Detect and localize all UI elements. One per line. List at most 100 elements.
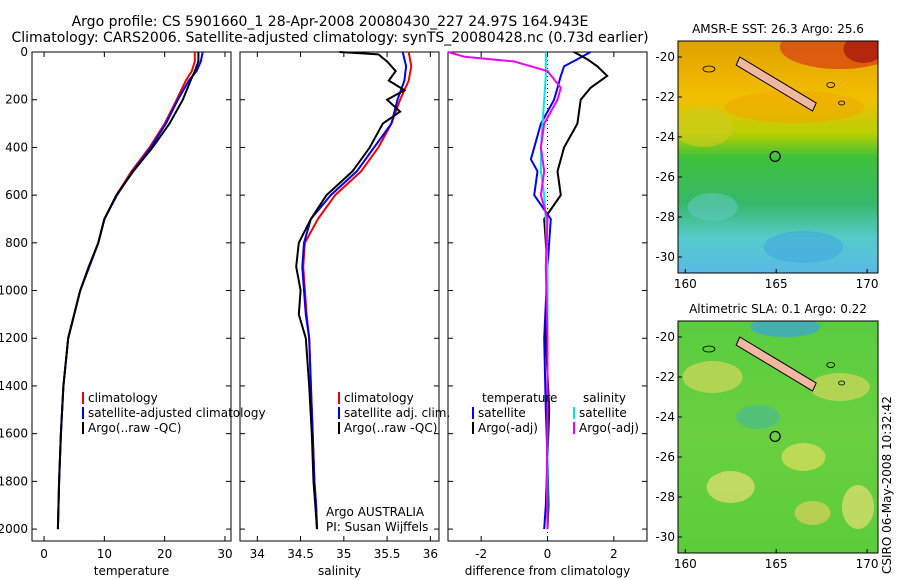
x-tick-label: -2 <box>475 547 487 561</box>
legend-swatch <box>338 422 340 434</box>
reef-outline <box>838 380 846 386</box>
series-line-argo-raw-qc- <box>56 52 200 530</box>
legend-entry-sal-argo: Argo(-adj) <box>579 421 639 435</box>
x-tick-label: 165 <box>765 277 788 291</box>
legend-entry-sal-sat: satellite <box>579 406 627 420</box>
figure-title-line2: Climatology: CARS2006. Satellite-adjuste… <box>11 30 649 46</box>
y-tick-label: -24 <box>655 410 675 424</box>
x-tick-label: 170 <box>856 557 879 571</box>
argo-float-marker <box>769 150 781 162</box>
legend-entry-1: satellite adj. clim. <box>344 406 450 420</box>
x-tick-label: 0 <box>544 547 552 561</box>
map-title: Altimetric SLA: 0.1 Argo: 0.22 <box>689 302 867 316</box>
map-field <box>678 321 878 553</box>
map-frame-4 <box>677 320 879 554</box>
map-field-patch <box>809 373 870 401</box>
map-field-patch <box>724 91 865 123</box>
x-tick-label: 35.5 <box>374 547 401 561</box>
series-line-argo-raw-qc- <box>295 51 407 530</box>
x-axis-label: difference from climatology <box>465 564 631 578</box>
x-tick-label: 160 <box>674 557 697 571</box>
x-tick-label: 165 <box>765 557 788 571</box>
y-tick-label: -26 <box>655 450 675 464</box>
series-line-argo-adj- <box>543 51 609 530</box>
legend-swatch <box>573 407 575 419</box>
x-tick-label: 35 <box>336 547 351 561</box>
reef-outline <box>702 345 716 353</box>
x-axis-label: salinity <box>318 564 361 578</box>
legend-entry-2: Argo(..raw -QC) <box>344 421 437 435</box>
map-field-patch <box>682 361 743 393</box>
legend-entry-0: climatology <box>344 391 414 405</box>
map-field-patch <box>794 501 831 525</box>
y-tick-label: 1400 <box>0 379 28 393</box>
y-tick-label: 1800 <box>0 474 28 488</box>
legend-group-title: salinity <box>583 391 626 405</box>
reef-outline <box>838 100 846 106</box>
legend-swatch <box>338 407 340 419</box>
legend-swatch <box>472 422 474 434</box>
x-tick-label: 34 <box>250 547 265 561</box>
x-tick-label: 34.5 <box>287 547 314 561</box>
map-frame-3 <box>677 40 879 274</box>
x-tick-label: 0 <box>40 547 48 561</box>
legend-swatch <box>82 422 84 434</box>
annotation-argo: Argo AUSTRALIA <box>326 505 425 519</box>
map-field-patch <box>706 471 755 503</box>
island-new-caledonia <box>735 56 817 112</box>
y-tick-label: -20 <box>655 330 675 344</box>
map-field-patch <box>736 405 780 429</box>
legend-entry-1: satellite-adjusted climatology <box>88 406 266 420</box>
x-tick-label: 20 <box>157 547 172 561</box>
y-tick-label: -20 <box>655 50 675 64</box>
x-tick-label: 160 <box>674 277 697 291</box>
annotation-pi: PI: Susan Wijffels <box>326 520 428 534</box>
map-field-patch <box>763 231 844 263</box>
map-title: AMSR-E SST: 26.3 Argo: 25.6 <box>692 22 864 36</box>
y-tick-label: -30 <box>655 250 675 264</box>
axes-frame-1 <box>31 51 232 542</box>
x-axis-label: temperature <box>94 564 169 578</box>
legend-group-title: temperature <box>482 391 557 405</box>
series-line-argo-adj- <box>447 51 562 530</box>
map-field-patch <box>843 41 878 63</box>
y-tick-label: 2000 <box>0 522 28 536</box>
x-tick-label: 30 <box>217 547 232 561</box>
y-tick-label: -24 <box>655 130 675 144</box>
x-tick-label: 170 <box>856 277 879 291</box>
legend-entry-temp-sat: satellite <box>478 406 526 420</box>
island-new-caledonia <box>735 336 817 392</box>
y-tick-label: -28 <box>655 210 675 224</box>
y-tick-label: -26 <box>655 170 675 184</box>
x-tick-label: 2 <box>610 547 618 561</box>
legend-swatch <box>82 392 84 404</box>
y-tick-label: -22 <box>655 370 675 384</box>
y-tick-label: -28 <box>655 490 675 504</box>
y-tick-label: 800 <box>5 236 28 250</box>
legend-swatch <box>338 392 340 404</box>
map-field-patch <box>678 107 734 147</box>
legend-swatch <box>472 407 474 419</box>
y-tick-label: 400 <box>5 140 28 154</box>
legend-entry-temp-argo: Argo(-adj) <box>478 421 538 435</box>
island-outline <box>826 82 836 88</box>
island-outline <box>826 362 836 368</box>
map-field-patch <box>687 193 738 221</box>
x-tick-label: 10 <box>97 547 112 561</box>
x-tick-label: 36 <box>423 547 438 561</box>
y-tick-label: -22 <box>655 90 675 104</box>
map-field <box>678 41 878 273</box>
y-tick-label: -30 <box>655 530 675 544</box>
y-tick-label: 600 <box>5 188 28 202</box>
legend-entry-0: climatology <box>88 391 158 405</box>
timestamp-stamp: CSIRO 06-May-2008 10:32:42 <box>880 396 894 574</box>
legend-entry-2: Argo(..raw -QC) <box>88 421 181 435</box>
map-field-patch <box>842 485 874 529</box>
map-field-patch <box>750 321 821 337</box>
legend-swatch <box>573 422 575 434</box>
y-tick-label: 0 <box>20 45 28 59</box>
argo-float-marker <box>769 430 781 442</box>
legend-swatch <box>82 407 84 419</box>
y-tick-label: 200 <box>5 93 28 107</box>
